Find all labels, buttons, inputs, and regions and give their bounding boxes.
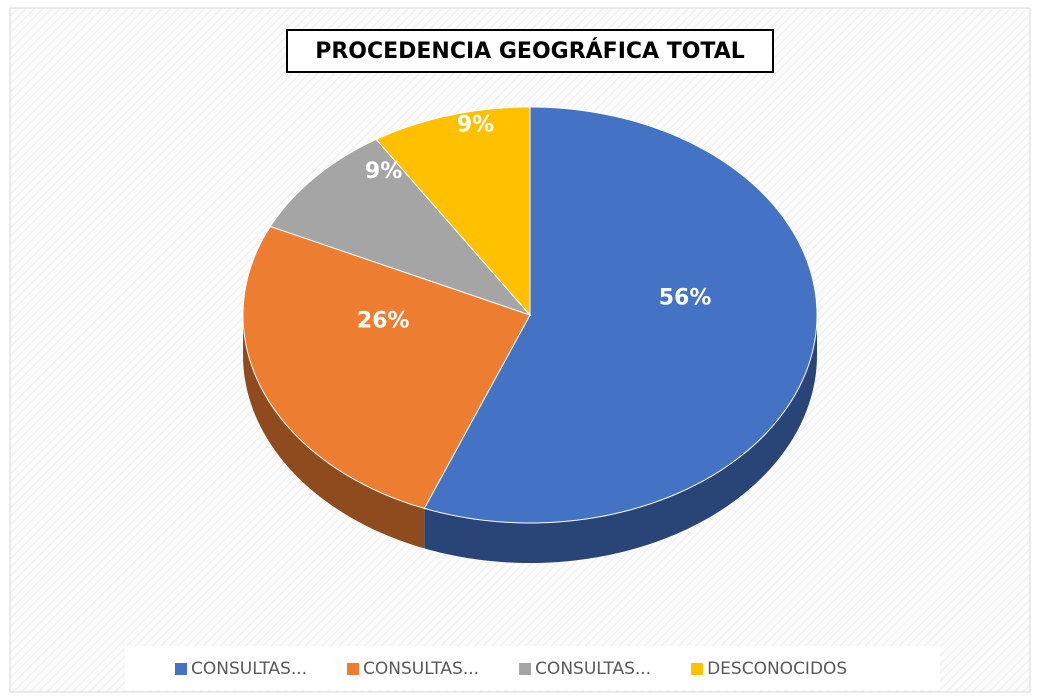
slice bbox=[423, 106, 818, 524]
slice-side bbox=[243, 315, 425, 549]
legend-label: CONSULTAS... bbox=[363, 659, 479, 679]
slice bbox=[375, 106, 531, 317]
data-label: 26% bbox=[357, 308, 410, 333]
legend-label: DESCONOCIDOS bbox=[707, 659, 847, 679]
legend-label: CONSULTAS... bbox=[535, 659, 651, 679]
legend-swatch bbox=[347, 663, 360, 675]
slice bbox=[269, 138, 532, 317]
legend-swatch bbox=[519, 663, 532, 675]
slice-side bbox=[424, 315, 817, 563]
legend-box bbox=[125, 646, 940, 690]
data-label: 56% bbox=[659, 286, 712, 311]
chart-title: PROCEDENCIA GEOGRÁFICA TOTAL bbox=[315, 38, 745, 64]
title-box bbox=[286, 29, 774, 73]
legend-label: CONSULTAS... bbox=[191, 659, 307, 679]
legend-swatch bbox=[175, 663, 187, 675]
data-label: 9% bbox=[365, 159, 402, 184]
slice bbox=[242, 225, 531, 509]
legend-swatch bbox=[691, 663, 704, 675]
data-label: 9% bbox=[457, 113, 494, 138]
